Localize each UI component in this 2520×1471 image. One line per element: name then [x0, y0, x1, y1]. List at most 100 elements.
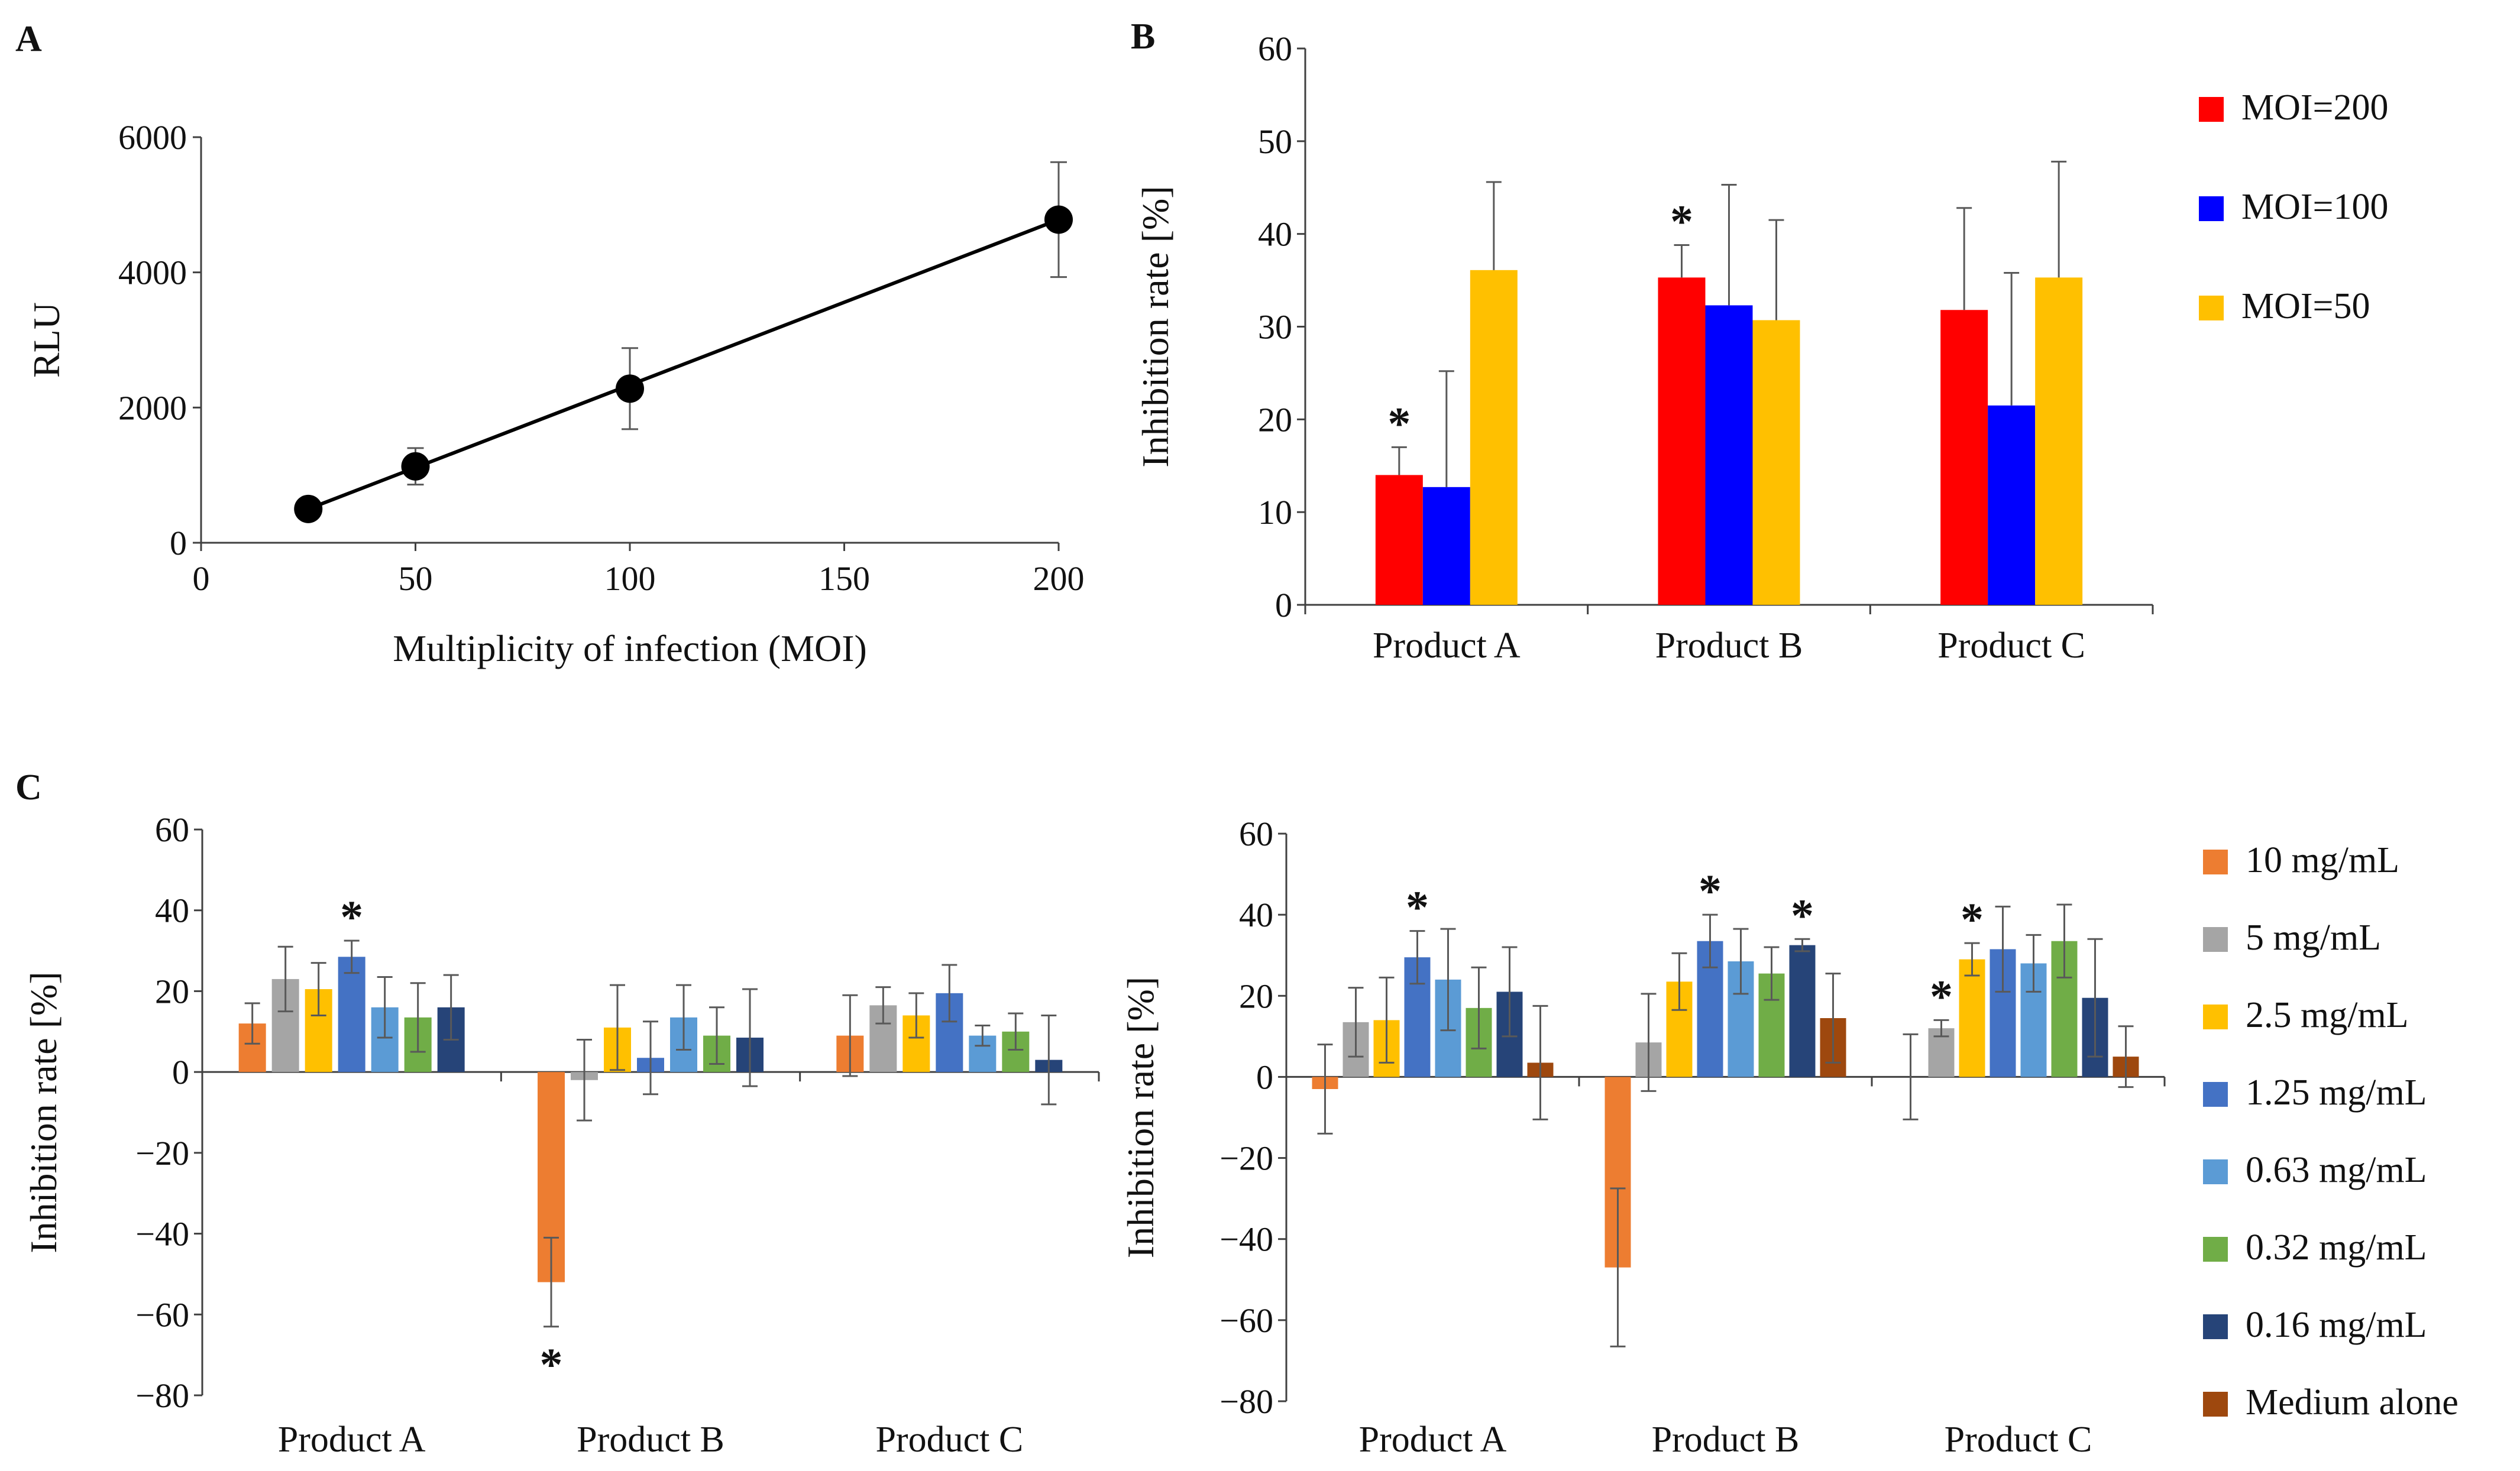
- y-tick-label: −80: [1219, 1382, 1273, 1421]
- legend-label: 5 mg/mL: [2246, 918, 2381, 958]
- y-tick-label: −40: [1219, 1220, 1273, 1259]
- y-tick-label: −60: [1219, 1301, 1273, 1340]
- category-label: Product A: [1373, 626, 1521, 666]
- y-tick-label: 60: [1258, 30, 1292, 68]
- x-tick-label: 100: [604, 559, 656, 598]
- y-tick-label: 30: [1258, 308, 1292, 346]
- significance-star: *: [1670, 195, 1693, 247]
- y-tick-label: 60: [155, 811, 189, 849]
- legend-label: 2.5 mg/mL: [2246, 995, 2409, 1035]
- bar: [1470, 270, 1518, 605]
- y-tick-label: −20: [135, 1134, 189, 1172]
- significance-star: *: [1699, 865, 1722, 916]
- legend-swatch: [2199, 296, 2224, 320]
- y-tick-label: 40: [1258, 215, 1292, 254]
- data-point: [616, 374, 644, 403]
- y-tick-label: −40: [135, 1215, 189, 1253]
- chart-panel-b: 0 10 20 30 40 50 60 Product A Product B Product C…: [1134, 30, 2389, 666]
- legend-label: MOI=50: [2241, 286, 2370, 326]
- category-label: Product C: [875, 1420, 1023, 1460]
- y-tick-label: 4000: [118, 254, 187, 292]
- legend-swatch: [2203, 927, 2228, 952]
- y-tick-label: 50: [1258, 122, 1292, 161]
- y-tick-label: −60: [135, 1295, 189, 1334]
- x-tick-label: 200: [1033, 559, 1085, 598]
- bar: [1940, 310, 1988, 605]
- category-label: Product C: [1937, 626, 2085, 666]
- y-axis-label: Inhibition rate [%]: [1134, 186, 1176, 467]
- y-tick-label: 20: [1239, 977, 1273, 1015]
- y-tick-label: 10: [1258, 493, 1292, 532]
- bar: [1705, 305, 1753, 605]
- bar: [1658, 277, 1706, 605]
- significance-star: *: [1791, 889, 1814, 941]
- category-label: Product C: [1945, 1420, 2092, 1460]
- legend-swatch: [2199, 196, 2224, 221]
- y-tick-label: 60: [1239, 815, 1273, 853]
- bar: [338, 957, 365, 1073]
- category-label: Product B: [577, 1420, 724, 1460]
- legend-label: MOI=100: [2241, 187, 2389, 227]
- y-tick-label: 0: [170, 524, 187, 562]
- chart-panel-c-left: −80 −60 −40 −20 0 20 40 60 Product A Product B Pro…: [22, 811, 1100, 1460]
- bar: [1988, 405, 2036, 605]
- y-tick-label: 40: [1239, 896, 1273, 934]
- data-point: [1044, 205, 1073, 234]
- bar: [1422, 487, 1470, 605]
- legend-swatch: [2199, 97, 2224, 122]
- trend-line: [308, 218, 1060, 511]
- legend-label: MOI=200: [2241, 88, 2389, 128]
- y-tick-label: 20: [155, 972, 189, 1010]
- y-tick-label: 0: [1256, 1058, 1273, 1096]
- significance-star: *: [1406, 882, 1429, 933]
- y-tick-label: −80: [135, 1376, 189, 1415]
- y-tick-label: 0: [1275, 586, 1292, 624]
- bar: [1752, 320, 1800, 605]
- chart-panel-c-right: −80 −60 −40 −20 0 20 40 60 Product A Product B Pro…: [1120, 815, 2458, 1460]
- chart-panel-a: 0 2000 4000 6000 0 50 100 150 200 Multiplicity of…: [25, 118, 1085, 669]
- data-point: [294, 494, 323, 523]
- legend-swatch: [2203, 1392, 2228, 1417]
- legend-label: 1.25 mg/mL: [2246, 1073, 2427, 1113]
- x-tick-label: 50: [399, 559, 433, 598]
- y-tick-label: 6000: [118, 118, 187, 157]
- category-label: Product A: [278, 1420, 426, 1460]
- bar: [1959, 959, 1985, 1077]
- legend-label: 0.32 mg/mL: [2246, 1227, 2427, 1268]
- panel-label-a: A: [15, 19, 42, 59]
- x-tick-label: 150: [819, 559, 870, 598]
- bar: [1375, 475, 1423, 605]
- significance-star: *: [1961, 893, 1984, 945]
- category-label: Product A: [1359, 1420, 1507, 1460]
- x-axis-label: Multiplicity of infection (MOI): [393, 627, 867, 669]
- legend-swatch: [2203, 1082, 2228, 1107]
- category-label: Product B: [1652, 1420, 1800, 1460]
- data-point: [401, 452, 430, 481]
- y-tick-label: 20: [1258, 400, 1292, 439]
- legend-label: 0.63 mg/mL: [2246, 1150, 2427, 1190]
- bar: [1789, 945, 1816, 1077]
- panel-label-c: C: [15, 767, 42, 808]
- panel-label-b: B: [1131, 17, 1155, 57]
- category-label: Product B: [1655, 626, 1803, 666]
- legend-label: 0.16 mg/mL: [2246, 1305, 2427, 1345]
- y-tick-label: 0: [172, 1053, 189, 1091]
- significance-star: *: [1930, 970, 1953, 1022]
- legend-swatch: [2203, 1314, 2228, 1339]
- y-tick-label: 40: [155, 892, 189, 930]
- significance-star: *: [540, 1339, 563, 1390]
- y-tick-label: −20: [1219, 1139, 1273, 1178]
- legend-label: 10 mg/mL: [2246, 840, 2399, 880]
- bar: [2035, 277, 2083, 605]
- legend-swatch: [2203, 1159, 2228, 1184]
- y-axis-label: RLU: [25, 302, 67, 378]
- legend-swatch: [2203, 850, 2228, 874]
- significance-star: *: [340, 891, 363, 942]
- legend-label: Medium alone: [2246, 1382, 2458, 1423]
- y-axis-label: Inhibition rate [%]: [22, 971, 64, 1253]
- significance-star: *: [1387, 397, 1411, 449]
- y-tick-label: 2000: [118, 388, 187, 427]
- legend-swatch: [2203, 1005, 2228, 1029]
- x-tick-label: 0: [193, 559, 210, 598]
